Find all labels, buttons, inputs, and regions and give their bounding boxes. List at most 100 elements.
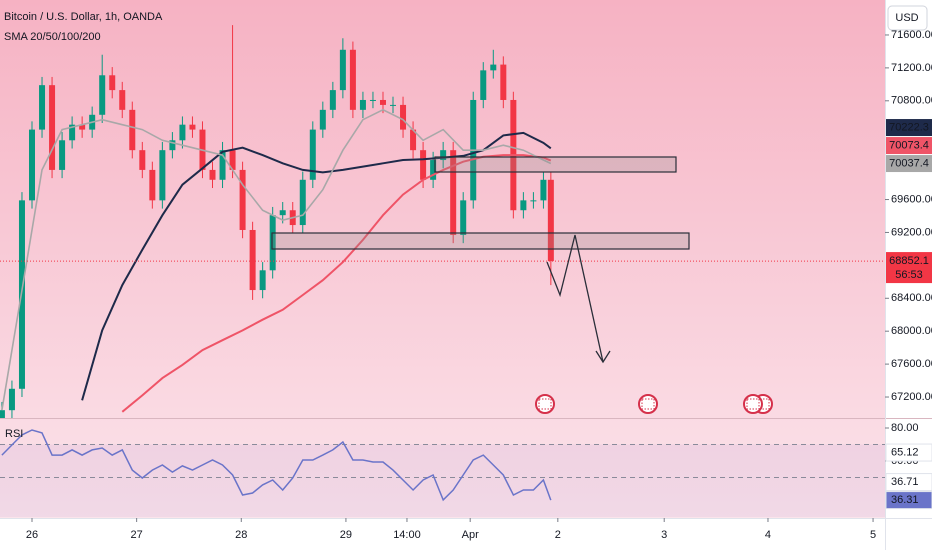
candle-body [359,99,366,110]
last-price-label: 68852.1 [889,255,929,267]
candle-body [390,104,397,106]
candle-body [69,124,76,141]
candle-body [79,124,86,130]
price-axis: 71600.00 71200.00 70800.00 69600.00 69200.00… [885,29,932,510]
moving-average-line [1,108,552,411]
candle-body [299,179,306,226]
value-label-box [886,155,932,173]
value-label: 70073.4 [889,139,929,151]
y-tick-label: 70800.00 [891,95,932,107]
candle-body [249,229,256,291]
candle-body [159,150,166,201]
time-axis-background [0,518,885,550]
candle-body [530,200,537,202]
candle-body [279,210,286,216]
event-flag [535,394,555,414]
main-pane [0,25,885,418]
chart-title: Bitcoin / U.S. Dollar, 1h, OANDA [4,11,163,23]
x-tick-label: 2 [555,529,561,541]
currency-button[interactable] [887,5,928,31]
last-price-box [886,252,932,284]
candle-body [269,215,276,271]
candle-body [219,150,226,180]
drawn-rectangle [434,156,677,173]
candle-body [480,70,487,100]
value-label-box [886,119,932,137]
candle-body [39,85,46,130]
drawn-rectangle [271,232,690,250]
candle-body [309,129,316,180]
candle-body [430,160,437,180]
rsi-value-label: 36.71 [891,476,919,488]
rsi-y-tick-label: 80.00 [891,422,919,434]
candle-body [209,169,216,180]
y-tick-label: 71600.00 [891,29,932,41]
candle-body [169,140,176,151]
rsi-pane [0,429,885,517]
candle-body [440,150,447,161]
rsi-value-box [885,491,932,510]
rsi-value-label: 36.31 [891,494,919,506]
arrow-head [595,350,611,364]
y-tick-label: 69200.00 [891,226,932,238]
x-tick-label: 26 [26,529,38,541]
x-tick-label: Apr [462,529,479,541]
candle-body [59,140,66,170]
rsi-value-box [885,443,932,462]
rsi-value-box [885,473,932,492]
event-flag [638,394,658,414]
indicator-label: SMA 20/50/100/200 [4,31,101,43]
candle-body [0,410,5,418]
value-label-box [886,137,932,155]
moving-average-line [121,154,552,413]
candle-body [369,99,376,101]
drawn-arrow [546,234,604,363]
plot-background [0,0,885,518]
candle-body [460,200,467,235]
candle-body [349,49,356,110]
candle-body [139,150,146,170]
candle-body [259,270,266,291]
candle-body [319,109,326,130]
candle-body [420,150,427,180]
candle-body [8,388,15,411]
candle-body [547,179,554,262]
candle-body [99,75,106,115]
candle-body [189,124,196,130]
candle-body [379,99,386,105]
rsi-value-label: 65.12 [891,446,919,458]
y-tick-label: 68400.00 [891,292,932,304]
candle-body [119,90,126,110]
candle-body [520,200,527,211]
y-tick-label: 68000.00 [891,325,932,337]
x-tick-label: 14:00 [393,529,421,541]
rsi-band-fill [0,444,885,517]
currency-label[interactable]: USD [895,12,918,24]
candle-body [179,124,186,141]
y-tick-label: 71200.00 [891,62,932,74]
candle-body [339,49,346,91]
candle-body [149,169,156,201]
x-tick-label: 27 [131,529,143,541]
candle-body [490,64,497,71]
y-tick-label: 67200.00 [891,391,932,403]
x-tick-label: 4 [765,529,771,541]
candle-body [29,129,36,201]
candle-body [540,179,547,201]
x-tick-label: 3 [661,529,667,541]
value-label: 70222.3 [889,121,929,133]
overlay [271,156,773,414]
rsi-title: RSI [5,428,23,440]
event-flag [743,394,763,414]
candle-body [329,90,336,110]
candle-body [239,169,246,230]
value-label: 70037.4 [889,157,929,169]
y-tick-label: 67600.00 [891,358,932,370]
x-tick-label: 5 [870,529,876,541]
candle-body [49,85,56,170]
countdown: 56:53 [895,269,923,281]
candle-body [500,64,507,100]
candle-body [129,109,136,151]
